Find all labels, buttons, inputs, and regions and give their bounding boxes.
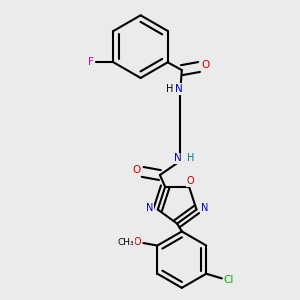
Text: F: F <box>88 57 94 67</box>
Text: CH₃: CH₃ <box>118 238 134 247</box>
Text: H: H <box>187 154 194 164</box>
Text: Cl: Cl <box>224 275 234 285</box>
Text: N: N <box>175 84 183 94</box>
Text: N: N <box>146 203 154 213</box>
Text: O: O <box>132 165 140 176</box>
Text: H: H <box>166 84 174 94</box>
Text: O: O <box>201 60 209 70</box>
Text: O: O <box>187 176 194 186</box>
Text: N: N <box>201 203 208 213</box>
Text: N: N <box>174 154 182 164</box>
Text: O: O <box>134 237 142 247</box>
